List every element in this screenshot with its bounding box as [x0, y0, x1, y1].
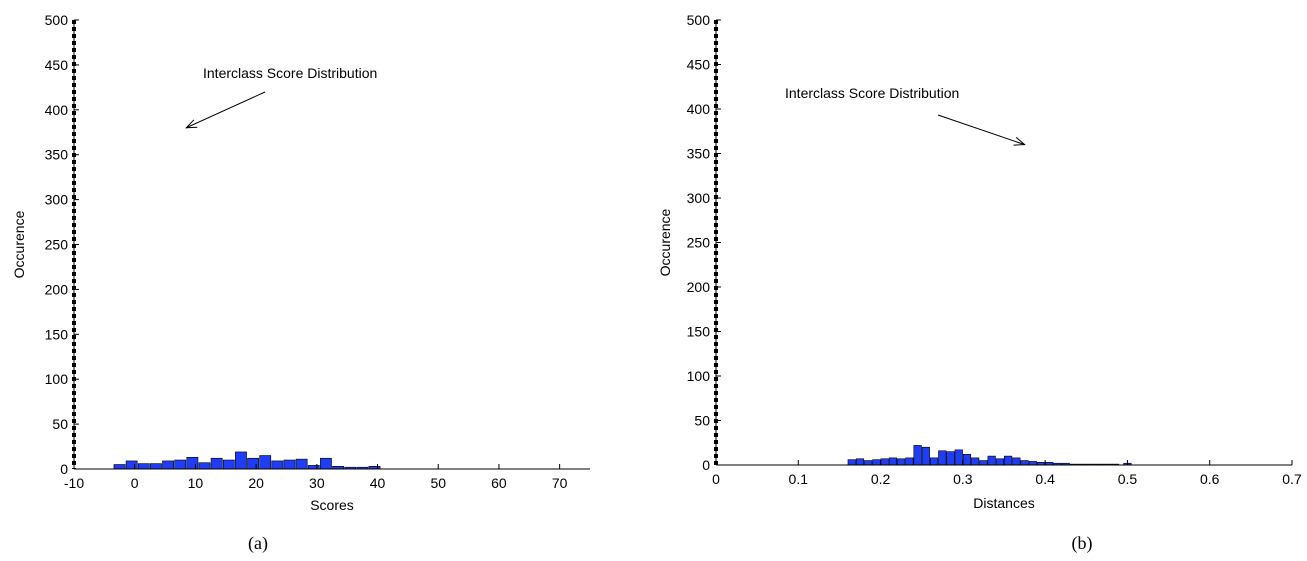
y-tick-label: 200 [45, 281, 69, 297]
histogram-bar [259, 455, 272, 470]
x-tick-label: 70 [552, 475, 568, 491]
y-tick-label: 100 [687, 368, 711, 384]
annotation-arrow [186, 91, 266, 129]
x-tick-label: 0 [712, 471, 720, 487]
x-axis-label: Scores [310, 497, 354, 513]
histogram-bar [307, 465, 320, 470]
y-tick-label: 500 [45, 12, 69, 28]
y-tick-label: 300 [687, 190, 711, 206]
histogram-bar [938, 450, 947, 466]
x-tick-label: 0.4 [1035, 471, 1055, 487]
histogram-bar [880, 458, 889, 466]
y-tick-label: 450 [45, 57, 69, 73]
histogram-bar [113, 464, 126, 470]
histogram-bar [1004, 455, 1013, 466]
histogram-bar [198, 462, 211, 470]
y-tick-label: 100 [45, 371, 69, 387]
subfigure-caption: (a) [248, 533, 268, 554]
x-tick-label: 0.5 [1118, 471, 1138, 487]
histogram-bar [855, 458, 865, 466]
annotation-arrow [937, 114, 1025, 146]
histogram-bar [1012, 457, 1021, 466]
histogram-bar [888, 457, 897, 466]
annotation-text: Interclass Score Distribution [203, 65, 377, 81]
y-tick-label: 500 [687, 12, 711, 28]
y-tick-label: 0 [702, 457, 710, 473]
histogram-bar [1028, 461, 1037, 466]
histogram-bar [283, 459, 296, 470]
histogram-bar [162, 460, 174, 470]
histogram-bar [913, 445, 922, 466]
histogram-bar [872, 459, 881, 466]
x-tick-label: 0.1 [789, 471, 809, 487]
y-tick-label: 400 [687, 101, 711, 117]
histogram-bar [210, 457, 223, 470]
histogram-bar [186, 457, 199, 470]
x-tick-label: 40 [370, 475, 386, 491]
histogram-bar [946, 451, 955, 466]
histogram-bar [235, 451, 247, 470]
y-tick-label: 300 [45, 192, 69, 208]
histogram-bar [247, 457, 259, 470]
histogram-bar [971, 457, 980, 466]
annotation-text: Interclass Score Distribution [785, 85, 959, 101]
annotation-arrowhead [1013, 137, 1026, 146]
histogram-bar [929, 457, 939, 466]
y-tick-label: 250 [687, 235, 711, 251]
x-tick-label: 60 [491, 475, 507, 491]
histogram-bar [1020, 460, 1029, 466]
y-tick-label: 50 [52, 416, 68, 432]
y-tick-label: 250 [45, 237, 69, 253]
histogram-bar [995, 458, 1004, 466]
y-tick-label: 450 [687, 57, 711, 73]
chart-b: 0 50 100 150 200 250 300 350 400 450 500 0 0.1 0.2 0.3… [657, 12, 1302, 554]
subfigure-caption: (b) [1072, 533, 1093, 554]
y-tick-label: 400 [45, 102, 69, 118]
y-axis-label: Occurence [657, 208, 673, 276]
histogram-bar [150, 463, 162, 470]
x-tick-label: 0.6 [1200, 471, 1220, 487]
histogram-bar [222, 459, 235, 470]
histogram-bar [921, 446, 930, 466]
y-tick-label: 200 [687, 279, 711, 295]
histogram-bar [954, 449, 963, 466]
x-tick-label: 0.2 [871, 471, 891, 487]
x-tick-label: -10 [64, 475, 84, 491]
x-tick-label: 10 [188, 475, 204, 491]
y-tick-label: 350 [45, 147, 69, 163]
histogram-bar [271, 460, 284, 470]
x-tick-label: 0.7 [1282, 471, 1302, 487]
histogram-bar [125, 460, 138, 470]
histogram-bar [174, 459, 187, 470]
y-tick-label: 0 [60, 461, 68, 477]
y-tick-label: 50 [694, 413, 710, 429]
x-tick-label: 0 [131, 475, 139, 491]
y-tick-label: 150 [45, 326, 69, 342]
annotation-arrowhead [185, 119, 198, 129]
histogram-bar [320, 457, 332, 470]
x-tick-label: 30 [309, 475, 325, 491]
histogram-bar [905, 457, 914, 466]
histogram-bar [897, 458, 906, 466]
x-axis-label: Distances [973, 495, 1034, 511]
x-tick-label: 20 [248, 475, 264, 491]
x-tick-label: 0.3 [953, 471, 973, 487]
y-tick-label: 150 [687, 324, 711, 340]
histogram-bar [295, 458, 308, 470]
histogram-bar [962, 454, 972, 466]
histogram-bar [864, 460, 873, 466]
x-tick-label: 50 [430, 475, 446, 491]
y-tick-label: 350 [687, 146, 711, 162]
histogram-bar [847, 459, 856, 466]
histogram-bar [979, 460, 988, 466]
histogram-bar [137, 463, 150, 470]
histogram-bar [987, 455, 996, 466]
y-axis-label: Occurence [11, 210, 27, 278]
